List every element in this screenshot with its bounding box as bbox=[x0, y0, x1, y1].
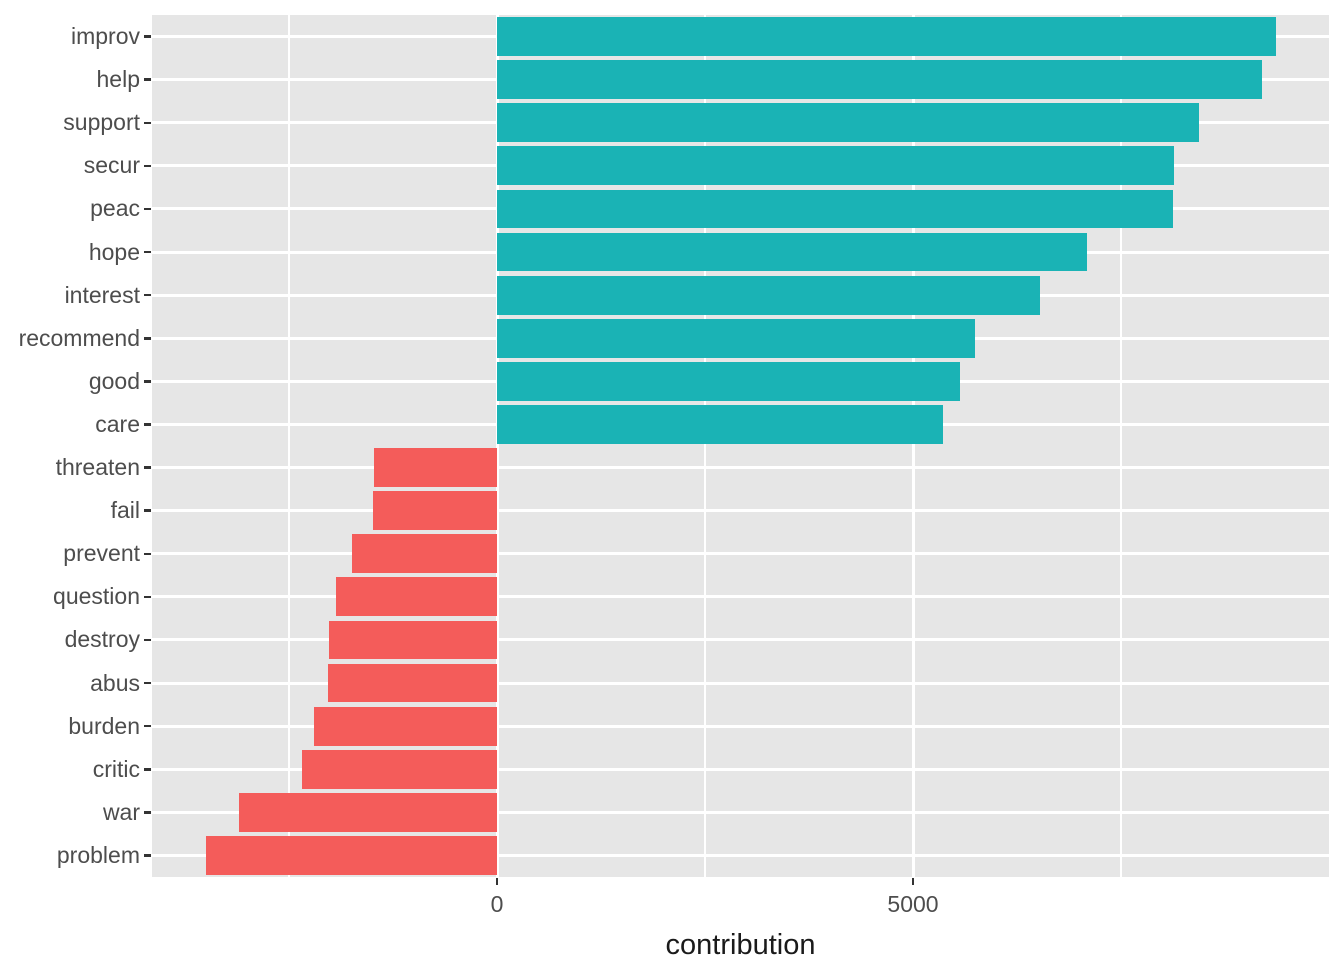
y-axis-tick bbox=[144, 724, 151, 728]
y-axis-label-abus: abus bbox=[90, 669, 140, 696]
y-axis-label-prevent: prevent bbox=[63, 540, 140, 567]
bar-recommend bbox=[497, 318, 976, 358]
gridline-vertical-minor bbox=[704, 15, 707, 877]
bar-problem bbox=[205, 836, 498, 875]
bar-war bbox=[239, 792, 497, 832]
y-axis-tick bbox=[144, 35, 151, 38]
y-axis-label-peac: peac bbox=[90, 195, 140, 222]
bar-fail bbox=[373, 491, 497, 531]
y-axis-label-problem: problem bbox=[56, 841, 140, 868]
y-axis-tick bbox=[144, 638, 151, 642]
bar-burden bbox=[313, 706, 498, 746]
gridline-horizontal-major bbox=[152, 509, 1329, 513]
gridline-horizontal-major bbox=[152, 853, 1329, 857]
gridline-vertical-minor bbox=[1120, 15, 1122, 877]
y-axis-label-good: good bbox=[88, 367, 140, 394]
bar-good bbox=[497, 361, 961, 401]
bar-help bbox=[497, 60, 1262, 100]
y-axis-label-destroy: destroy bbox=[64, 626, 140, 653]
bar-threaten bbox=[373, 448, 497, 487]
y-axis-label-care: care bbox=[95, 410, 140, 437]
x-axis-tick bbox=[911, 878, 915, 885]
gridline-vertical-major bbox=[911, 15, 915, 877]
x-axis-tick bbox=[495, 878, 499, 885]
gridline-horizontal-major bbox=[152, 767, 1329, 771]
gridline-horizontal-major bbox=[152, 638, 1329, 642]
y-axis-tick bbox=[144, 768, 151, 771]
y-axis-label-hope: hope bbox=[88, 238, 140, 265]
gridline-horizontal-major bbox=[152, 552, 1329, 556]
gridline-vertical-minor bbox=[288, 15, 291, 877]
y-axis-tick bbox=[144, 164, 151, 168]
y-axis-label-threaten: threaten bbox=[55, 454, 140, 481]
y-axis-tick bbox=[144, 380, 151, 383]
y-axis-tick bbox=[144, 293, 151, 297]
y-axis-label-recommend: recommend bbox=[18, 324, 140, 351]
y-axis-tick bbox=[144, 466, 151, 469]
y-axis-tick bbox=[144, 250, 151, 254]
gridline-vertical-major bbox=[495, 15, 499, 877]
bar-destroy bbox=[328, 620, 497, 660]
bar-secur bbox=[497, 146, 1175, 186]
bar-prevent bbox=[352, 534, 497, 574]
gridline-horizontal-major bbox=[152, 724, 1329, 728]
gridline-horizontal-major bbox=[152, 681, 1329, 685]
bar-critic bbox=[302, 749, 497, 789]
bar-interest bbox=[497, 275, 1041, 315]
bar-improv bbox=[497, 17, 1276, 56]
bar-abus bbox=[328, 663, 498, 703]
y-axis-tick bbox=[144, 121, 151, 124]
bar-peac bbox=[497, 189, 1174, 229]
bar-question bbox=[335, 577, 497, 617]
y-axis-label-improv: improv bbox=[70, 23, 140, 50]
y-axis-label-support: support bbox=[63, 109, 140, 136]
y-axis-label-fail: fail bbox=[110, 497, 140, 524]
bar-hope bbox=[497, 232, 1087, 272]
y-axis-tick bbox=[144, 552, 151, 555]
y-axis-label-burden: burden bbox=[68, 712, 140, 739]
x-axis-tick-label-5000: 5000 bbox=[887, 891, 939, 917]
x-axis-tick-label-0: 0 bbox=[490, 891, 504, 917]
y-axis-tick bbox=[144, 811, 151, 814]
gridline-horizontal-major bbox=[152, 466, 1329, 470]
y-axis-label-secur: secur bbox=[83, 152, 140, 179]
y-axis-tick bbox=[144, 337, 151, 340]
bar-care bbox=[497, 405, 943, 444]
y-axis-tick bbox=[144, 423, 151, 426]
y-axis-tick bbox=[144, 207, 151, 211]
y-axis-label-critic: critic bbox=[92, 755, 140, 782]
y-axis-tick bbox=[144, 681, 151, 685]
y-axis-label-help: help bbox=[96, 66, 140, 93]
bar-support bbox=[497, 103, 1200, 143]
x-axis-title: contribution bbox=[665, 929, 816, 961]
y-axis-tick bbox=[144, 509, 151, 512]
gridline-horizontal-major bbox=[152, 810, 1329, 814]
gridline-horizontal-major bbox=[152, 595, 1329, 599]
y-axis-label-question: question bbox=[53, 583, 140, 610]
plot-panel bbox=[152, 15, 1329, 877]
y-axis-tick bbox=[144, 595, 151, 599]
y-axis-tick bbox=[144, 854, 151, 857]
y-axis-tick bbox=[144, 78, 151, 81]
y-axis-label-interest: interest bbox=[64, 281, 140, 308]
y-axis-label-war: war bbox=[102, 798, 140, 825]
